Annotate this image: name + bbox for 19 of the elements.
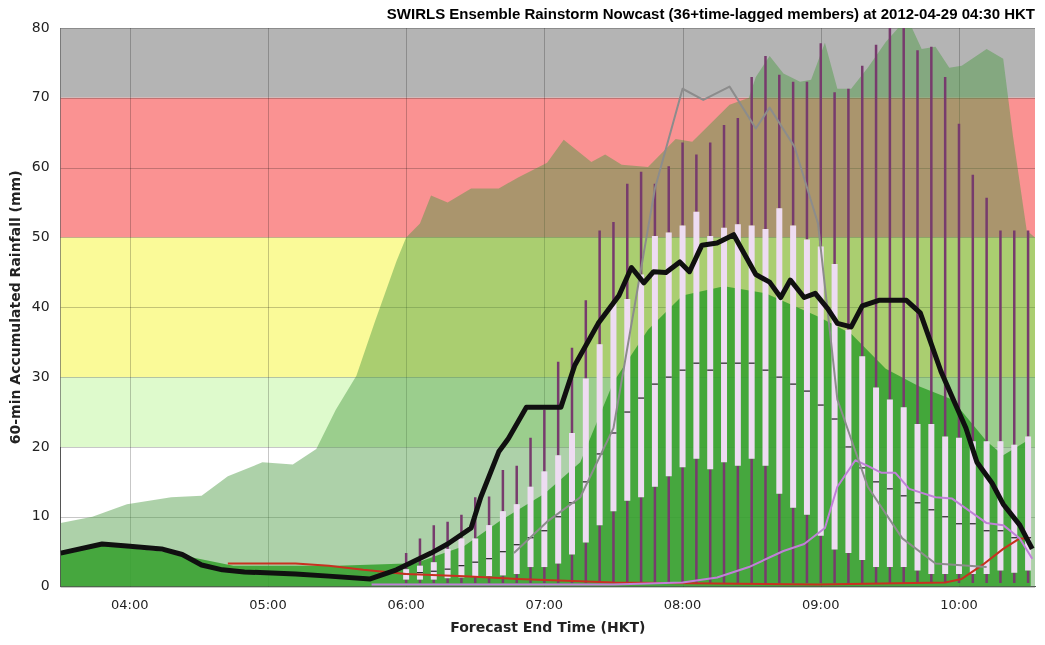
x-tick-label: 09:00 [802,596,840,612]
y-tick-label: 40 [31,297,50,314]
x-axis-title: Forecast End Time (HKT) [450,619,646,636]
y-tick-label: 20 [31,437,50,454]
x-tick-label: 04:00 [110,596,149,612]
y-tick-label: 30 [31,367,50,384]
x-tick-label: 10:00 [940,596,978,612]
x-tick-label: 06:00 [387,596,425,612]
x-tick-label: 05:00 [249,596,287,612]
y-axis-title: 60-min Accumulated Rainfall (mm) [7,170,24,445]
chart-title: SWIRLS Ensemble Rainstorm Nowcast (36+time-lagged members) at 2012-04-29 04:30 HKT [386,5,1035,23]
y-tick-label: 50 [31,228,50,245]
y-tick-label: 80 [31,18,50,35]
y-tick-label: 70 [31,88,50,105]
y-tick-label: 0 [40,577,50,594]
y-tick-label: 10 [31,507,50,524]
x-tick-label: 08:00 [663,596,702,612]
x-tick-label: 07:00 [525,596,564,612]
y-tick-label: 60 [31,158,50,175]
